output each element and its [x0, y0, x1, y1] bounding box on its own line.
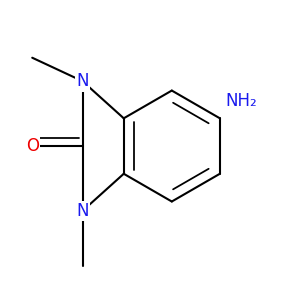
- Text: N: N: [76, 202, 89, 220]
- Text: NH₂: NH₂: [226, 92, 257, 110]
- Text: N: N: [76, 72, 89, 90]
- Text: O: O: [26, 137, 39, 155]
